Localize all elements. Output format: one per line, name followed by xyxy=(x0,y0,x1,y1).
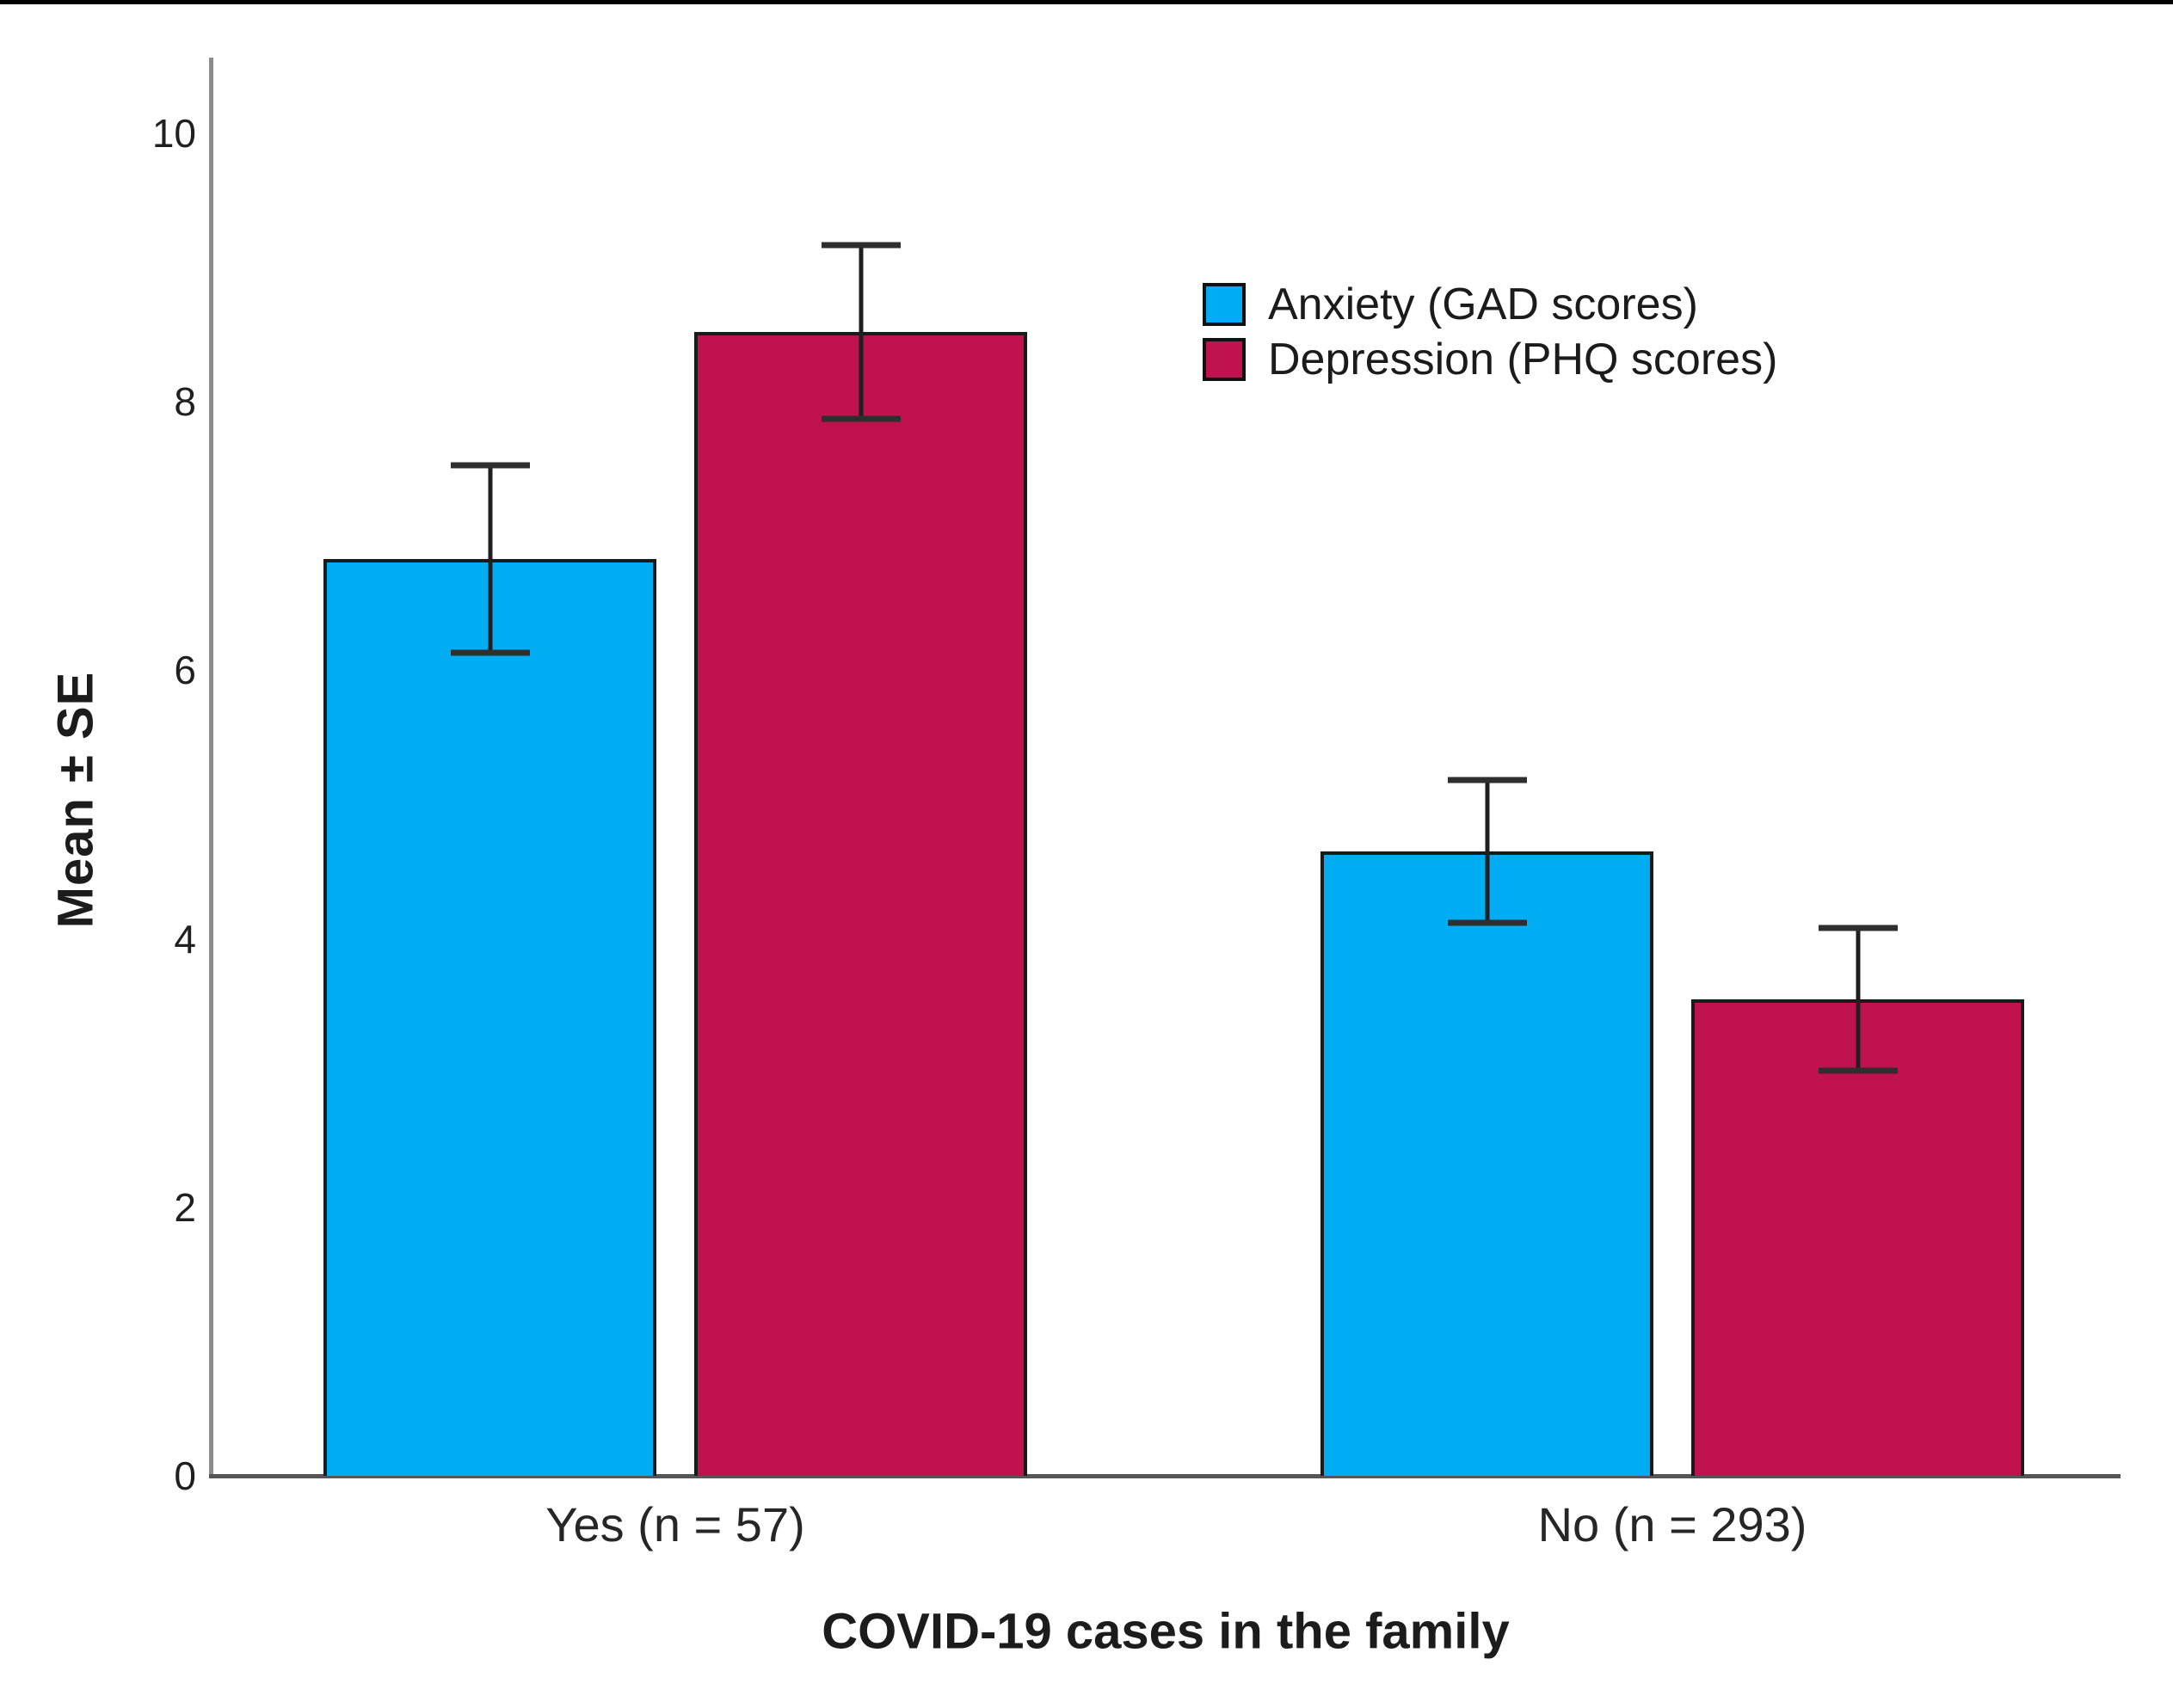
error-bar-line-anxiety-no xyxy=(1485,780,1489,923)
legend-label-depression: Depression (PHQ scores) xyxy=(1268,335,1778,384)
error-bar-cap-top-depression-no xyxy=(1818,925,1898,931)
error-bar-cap-bottom-anxiety-no xyxy=(1447,919,1527,926)
y-tick-label-10: 10 xyxy=(151,111,196,156)
error-bar-line-depression-yes xyxy=(859,244,863,420)
error-bar-cap-bottom-anxiety-yes xyxy=(450,649,530,656)
y-tick-label-8: 8 xyxy=(174,379,196,425)
legend-swatch-depression xyxy=(1203,338,1246,381)
y-tick-label-0: 0 xyxy=(174,1453,196,1498)
legend-label-anxiety: Anxiety (GAD scores) xyxy=(1268,280,1698,329)
y-tick-label-4: 4 xyxy=(174,916,196,962)
error-bar-line-depression-no xyxy=(1856,928,1860,1071)
error-bar-cap-top-anxiety-no xyxy=(1447,777,1527,783)
y-axis-title: Mean ± SE xyxy=(47,671,104,929)
error-bar-cap-bottom-depression-no xyxy=(1818,1067,1898,1074)
bar-depression-yes xyxy=(694,332,1027,1476)
y-tick-label-6: 6 xyxy=(174,648,196,693)
y-axis-line xyxy=(209,58,213,1476)
y-tick-label-2: 2 xyxy=(174,1184,196,1230)
error-bar-cap-bottom-depression-yes xyxy=(821,415,901,422)
bar-anxiety-yes xyxy=(323,558,656,1476)
error-bar-cap-top-anxiety-yes xyxy=(450,462,530,469)
error-bar-line-anxiety-yes xyxy=(488,464,492,654)
legend-item-depression: Depression (PHQ scores) xyxy=(1203,332,1777,387)
error-bar-cap-top-depression-yes xyxy=(821,242,901,249)
legend: Anxiety (GAD scores) Depression (PHQ scor… xyxy=(1203,277,1777,387)
x-category-label-no: No (n = 293) xyxy=(1537,1497,1807,1551)
bar-anxiety-no xyxy=(1320,851,1653,1476)
legend-swatch-anxiety xyxy=(1203,283,1246,326)
screenshot-top-border xyxy=(0,0,2173,4)
x-axis-title: COVID-19 cases in the family xyxy=(822,1603,1510,1660)
legend-item-anxiety: Anxiety (GAD scores) xyxy=(1203,277,1777,332)
x-category-label-yes: Yes (n = 57) xyxy=(545,1497,805,1551)
x-axis-line xyxy=(209,1474,2121,1478)
